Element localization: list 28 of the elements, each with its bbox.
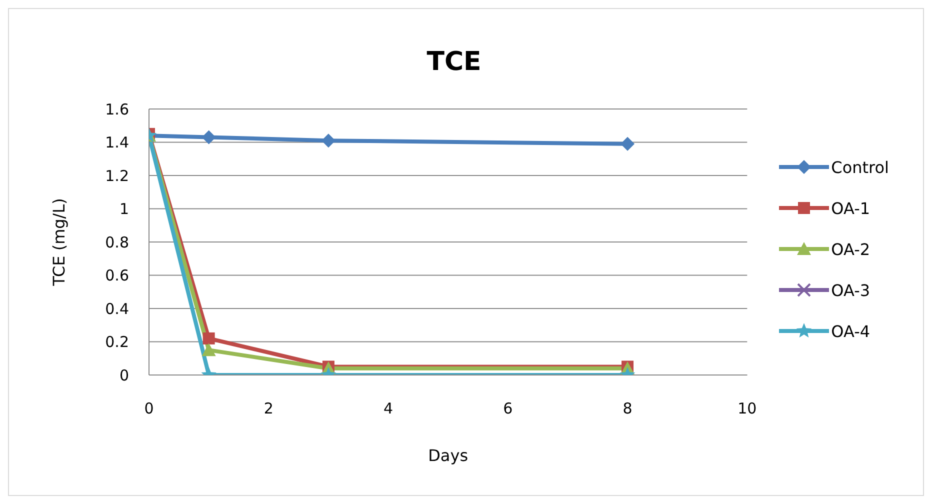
y-tick-label: 1.4 [105, 134, 129, 152]
x-tick-label: 6 [503, 400, 513, 418]
y-tick-label: 0.8 [105, 233, 129, 252]
y-tick-label: 0 [119, 366, 129, 384]
y-tick-label: 0.2 [105, 333, 129, 352]
chart-title: TCE [426, 47, 482, 77]
x-axis-title: Days [428, 446, 468, 465]
point [202, 332, 215, 344]
legend-label: Control [831, 158, 889, 176]
point [620, 136, 635, 151]
y-axis-title: TCE (mg/L) [50, 198, 69, 287]
legend-label: OA-3 [831, 280, 870, 300]
y-tick-label: 1 [119, 200, 129, 218]
x-tick-label: 0 [144, 400, 154, 418]
point [321, 134, 336, 148]
x-tick-label: 2 [264, 400, 274, 418]
y-tick-label: 1.2 [105, 166, 129, 185]
y-tick-label: 1.6 [105, 100, 129, 118]
legend-label: OA-2 [831, 240, 870, 258]
x-tick-label: 10 [738, 400, 757, 418]
y-tick-label: 0.4 [105, 300, 129, 318]
x-tick-label: 8 [622, 400, 632, 418]
y-tick-label: 0.6 [105, 266, 129, 285]
legend-label: OA-4 [831, 322, 870, 340]
point [202, 343, 216, 356]
x-tick-label: 4 [383, 400, 394, 418]
legend-label: OA-1 [831, 198, 870, 218]
point [202, 130, 216, 144]
